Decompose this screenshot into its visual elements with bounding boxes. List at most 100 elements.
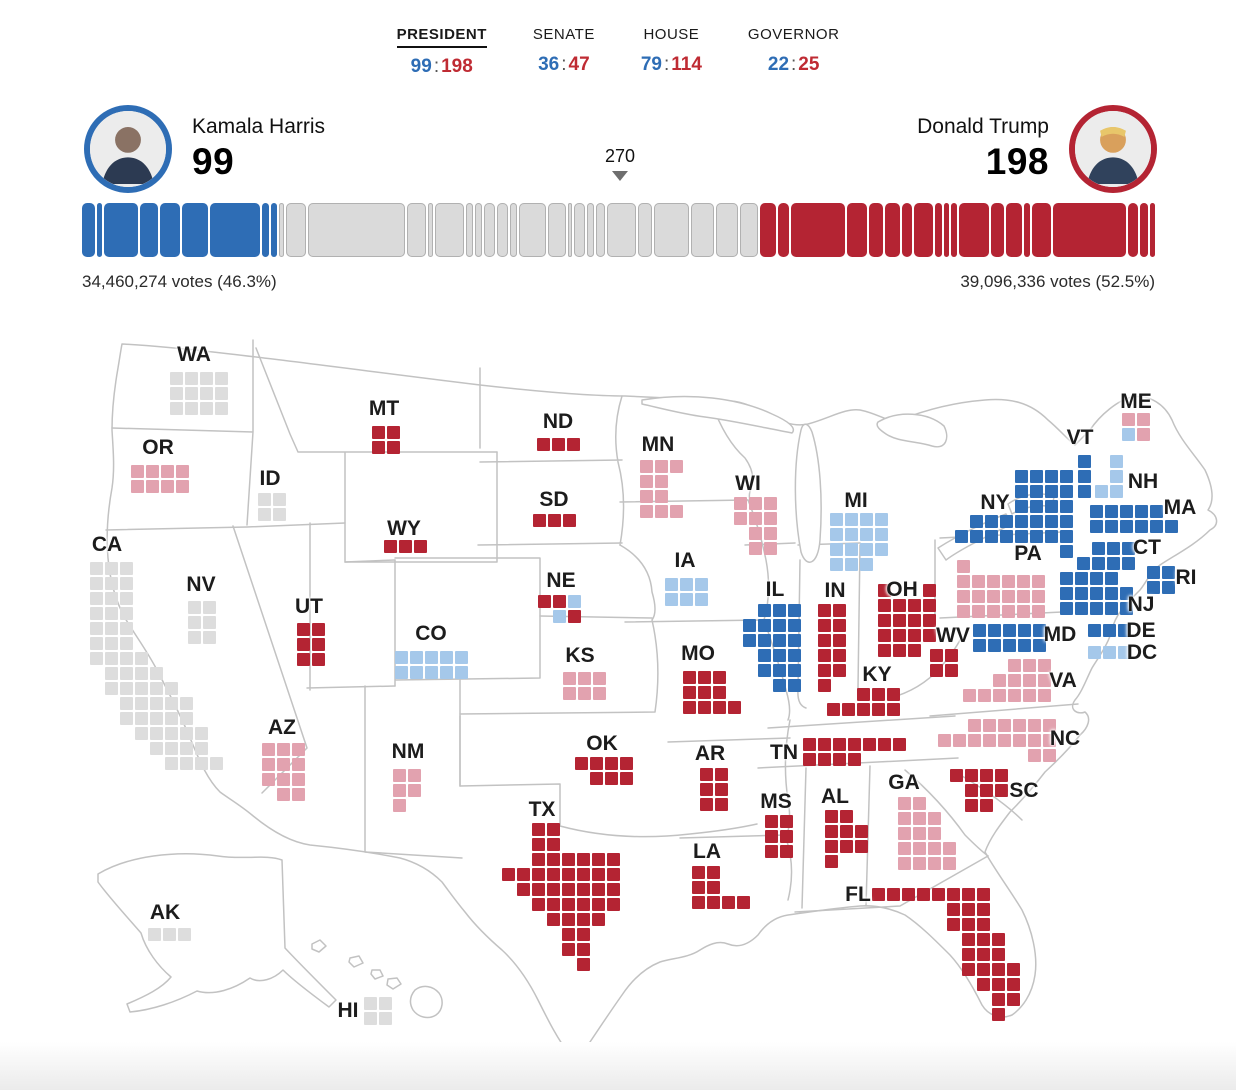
ev-tile-NH <box>1095 485 1108 498</box>
bar-segment-AR[interactable] <box>777 203 789 257</box>
bar-segment-IN[interactable] <box>846 203 867 257</box>
bar-segment-MN[interactable] <box>548 203 567 257</box>
bar-segment-NE[interactable] <box>943 203 950 257</box>
bar-segment-ME[interactable] <box>509 203 518 257</box>
ev-tile-FL <box>962 888 975 901</box>
ev-tile-TX <box>577 913 590 926</box>
bar-segment-MT[interactable] <box>934 203 942 257</box>
bar-segment-OK[interactable] <box>991 203 1004 257</box>
bar-segment-CO[interactable] <box>407 203 426 257</box>
bar-segment-ID[interactable] <box>475 203 483 257</box>
bar-segment-MO[interactable] <box>914 203 933 257</box>
ev-tile-NC <box>1043 719 1056 732</box>
ev-tile-CT <box>1107 542 1120 555</box>
ev-tile-FL <box>992 963 1005 976</box>
bar-segment-NH[interactable] <box>586 203 594 257</box>
bar-segment-CT[interactable] <box>82 203 95 257</box>
ev-tile-WA <box>215 372 228 385</box>
tab-house[interactable]: HOUSE 79:114 <box>641 26 702 78</box>
ev-tile-GA <box>928 842 941 855</box>
ev-tile-IL <box>743 619 756 632</box>
ev-tile-GA <box>928 812 941 825</box>
ev-tile-MS <box>765 845 778 858</box>
ev-tile-IL <box>773 604 786 617</box>
bar-segment-KY[interactable] <box>868 203 884 257</box>
bar-segment-NJ[interactable] <box>182 203 208 257</box>
ev-tile-AK <box>163 928 176 941</box>
bar-segment-SD[interactable] <box>1024 203 1030 257</box>
bar-segment-WA[interactable] <box>716 203 738 257</box>
bar-segment-PA[interactable] <box>654 203 689 257</box>
ev-tile-TX <box>592 898 605 911</box>
ev-tile-PA <box>1032 575 1045 588</box>
ev-tile-FL <box>917 888 930 901</box>
bar-segment-NM[interactable] <box>595 203 605 257</box>
ev-tile-FL <box>1007 963 1020 976</box>
ev-tile-CA <box>120 652 133 665</box>
bar-segment-AZ[interactable] <box>286 203 306 257</box>
bar-segment-VA[interactable] <box>690 203 714 257</box>
bar-segment-GA[interactable] <box>434 203 464 257</box>
bar-segment-DC[interactable] <box>427 203 433 257</box>
bar-segment-IA[interactable] <box>484 203 496 257</box>
electoral-vote-bar[interactable] <box>82 203 1156 257</box>
ev-tile-IN <box>833 619 846 632</box>
bar-segment-NC[interactable] <box>606 203 636 257</box>
bar-segment-OH[interactable] <box>958 203 990 257</box>
ev-tile-CA <box>120 637 133 650</box>
ev-tile-TX <box>577 853 590 866</box>
bar-segment-TX[interactable] <box>1053 203 1126 257</box>
bar-segment-CA[interactable] <box>307 203 406 257</box>
ev-tile-TN <box>833 738 846 751</box>
ev-tile-MA <box>1150 505 1163 518</box>
bar-segment-WI[interactable] <box>739 203 758 257</box>
bar-segment-MD[interactable] <box>140 203 159 257</box>
bar-segment-TN[interactable] <box>1031 203 1052 257</box>
tab-president[interactable]: PRESIDENT 99:198 <box>396 26 487 78</box>
ev-tile-TX <box>607 853 620 866</box>
ev-tile-AZ <box>292 758 305 771</box>
ev-tile-DC <box>1103 646 1116 659</box>
bar-segment-NY[interactable] <box>209 203 261 257</box>
bar-segment-WV[interactable] <box>1140 203 1148 257</box>
ev-tile-VA <box>1008 674 1021 687</box>
bar-segment-NV[interactable] <box>573 203 585 257</box>
bar-segment-ND[interactable] <box>951 203 957 257</box>
bar-segment-AK[interactable] <box>278 203 285 257</box>
ev-tile-ME <box>1122 428 1135 441</box>
bar-segment-MI[interactable] <box>519 203 547 257</box>
ev-tile-WI <box>734 497 747 510</box>
bar-segment-WY[interactable] <box>1149 203 1156 257</box>
ev-tile-KY <box>887 703 900 716</box>
ev-tile-CA <box>150 712 163 725</box>
bar-segment-OR[interactable] <box>637 203 653 257</box>
bar-segment-MS[interactable] <box>901 203 913 257</box>
ev-tile-IN <box>818 649 831 662</box>
state-label-DE: DE <box>1126 619 1156 642</box>
ev-tile-CA <box>120 712 133 725</box>
bar-segment-UT[interactable] <box>1127 203 1139 257</box>
bar-segment-NE[interactable] <box>568 203 572 257</box>
bar-segment-KS[interactable] <box>497 203 508 257</box>
bar-segment-HI[interactable] <box>465 203 474 257</box>
bar-segment-AL[interactable] <box>759 203 776 257</box>
ev-tile-IN <box>818 619 831 632</box>
tab-senate[interactable]: SENATE 36:47 <box>533 26 595 78</box>
ev-tile-MO <box>698 686 711 699</box>
ev-tile-AK <box>148 928 161 941</box>
bar-segment-DE[interactable] <box>96 203 103 257</box>
bar-segment-LA[interactable] <box>885 203 900 257</box>
bar-segment-VT[interactable] <box>271 203 277 257</box>
ev-tile-MT <box>372 426 385 439</box>
bar-segment-MA[interactable] <box>160 203 181 257</box>
bar-segment-SC[interactable] <box>1005 203 1023 257</box>
bar-segment-IL[interactable] <box>104 203 139 257</box>
ev-tile-TX <box>562 868 575 881</box>
ev-tile-MO <box>683 701 696 714</box>
tab-governor[interactable]: GOVERNOR 22:25 <box>748 26 840 78</box>
bar-segment-FL[interactable] <box>790 203 845 257</box>
ev-tile-TN <box>848 738 861 751</box>
ev-tile-AZ <box>262 773 275 786</box>
bar-segment-RI[interactable] <box>262 203 270 257</box>
ev-tile-TX <box>517 883 530 896</box>
